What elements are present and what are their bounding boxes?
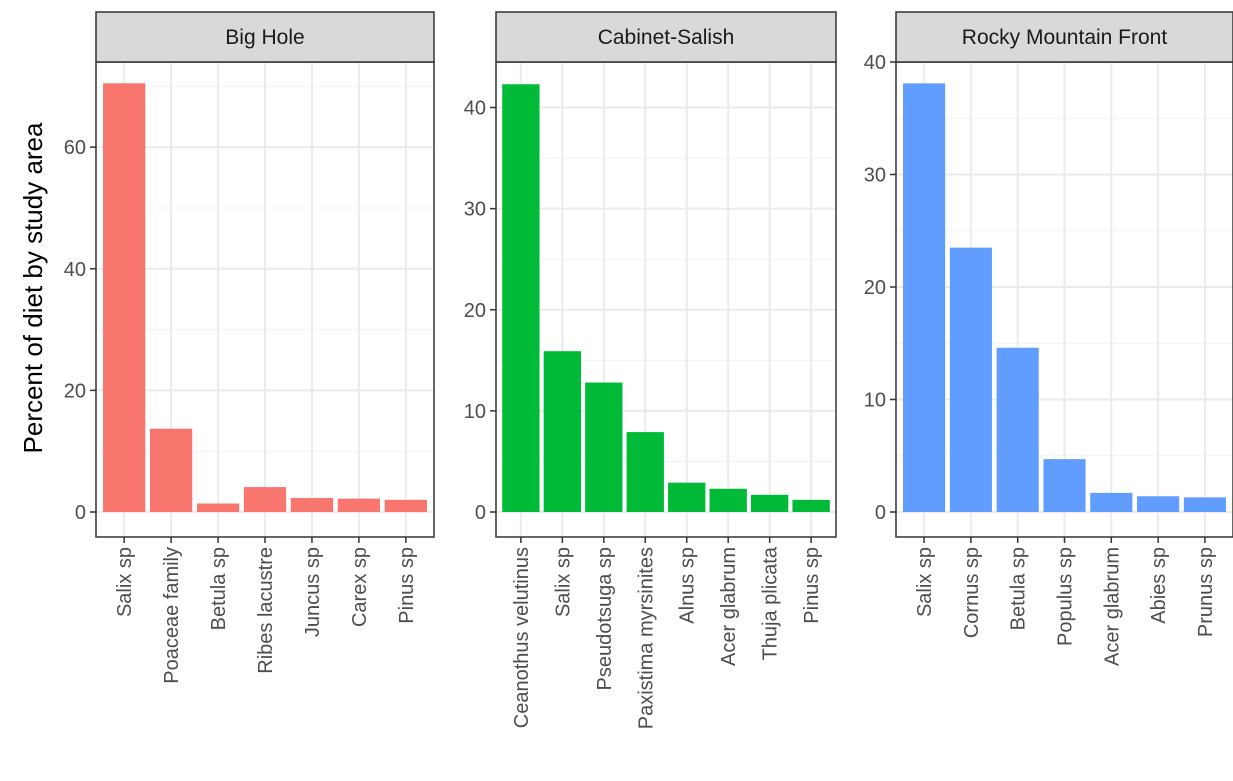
bar [103, 83, 146, 512]
x-tick-label: Prunus sp [1195, 547, 1217, 637]
x-tick-label: Populus sp [1055, 547, 1077, 646]
y-tick-label: 20 [864, 277, 886, 299]
facet-strip-label: Rocky Mountain Front [962, 26, 1168, 49]
facet-strip-label: Cabinet-Salish [598, 26, 735, 49]
x-tick-label: Betula sp [1008, 547, 1030, 630]
x-tick-label: Pinus sp [396, 547, 418, 624]
y-tick-label: 20 [464, 300, 486, 322]
bar [1137, 496, 1180, 512]
x-tick-label: Betula sp [208, 547, 230, 630]
x-tick-label: Ceanothus velutinus [511, 547, 533, 728]
y-tick-label: 40 [464, 98, 486, 120]
facet-strip [95, 11, 435, 63]
bar [1043, 459, 1086, 512]
bar [149, 428, 193, 512]
x-tick-label: Acer glabrum [718, 547, 740, 666]
x-tick-label: Pinus sp [801, 547, 823, 624]
y-tick-label: 0 [875, 502, 886, 524]
x-tick-label: Cornus sp [961, 547, 983, 638]
y-tick-label: 40 [64, 259, 86, 281]
bar [1183, 497, 1226, 512]
bar [1090, 492, 1133, 512]
x-tick-label: Salix sp [552, 547, 574, 617]
bar [792, 499, 830, 512]
bar [585, 382, 623, 512]
bar [196, 503, 240, 512]
bar [243, 487, 287, 512]
bar [384, 499, 427, 512]
y-tick-label: 0 [475, 502, 486, 524]
bar [502, 84, 540, 512]
x-tick-label: Salix sp [114, 547, 136, 617]
facet-panel: Rocky Mountain Front 0 10 20 30 40 Salix sp Cor… [864, 11, 1233, 666]
x-tick-label: Thuja plicata [760, 546, 782, 660]
bar [996, 347, 1039, 512]
bar [949, 247, 992, 512]
y-tick-label: 10 [864, 390, 886, 412]
x-tick-label: Paxistima myrsinites [635, 547, 657, 729]
bar [668, 482, 706, 512]
x-tick-label: Ribes lacustre [255, 547, 277, 674]
y-axis-title: Percent of diet by study area [18, 122, 48, 454]
facet-panel: Cabinet-Salish 0 10 20 30 40 Ceanothus velutin… [464, 11, 837, 729]
y-tick-label: 40 [864, 52, 886, 74]
x-tick-label: Poaceae family [161, 547, 183, 684]
bar [626, 432, 664, 512]
y-tick-label: 20 [64, 380, 86, 402]
x-tick-label: Acer glabrum [1101, 547, 1123, 666]
bar [543, 351, 581, 512]
y-tick-label: 60 [64, 137, 86, 159]
bar [709, 488, 747, 512]
bar [751, 494, 789, 512]
facet-strip-label: Big Hole [225, 26, 304, 49]
bar [337, 498, 381, 512]
facet-strip [495, 11, 837, 63]
x-tick-label: Abies sp [1148, 547, 1170, 624]
facet-strip [895, 11, 1233, 63]
x-tick-label: Salix sp [914, 547, 936, 617]
bar [903, 83, 946, 512]
y-tick-label: 30 [864, 165, 886, 187]
x-tick-label: Juncus sp [302, 547, 324, 637]
facet-panel: Big Hole 0 20 40 60 Salix sp Poaceae family Bet… [64, 11, 435, 684]
y-tick-label: 0 [75, 502, 86, 524]
y-tick-label: 30 [464, 199, 486, 221]
x-tick-label: Alnus sp [677, 547, 699, 624]
x-tick-label: Carex sp [349, 547, 371, 627]
x-tick-label: Pseudotsuga sp [594, 547, 616, 690]
y-tick-label: 10 [464, 401, 486, 423]
bar [290, 498, 334, 512]
